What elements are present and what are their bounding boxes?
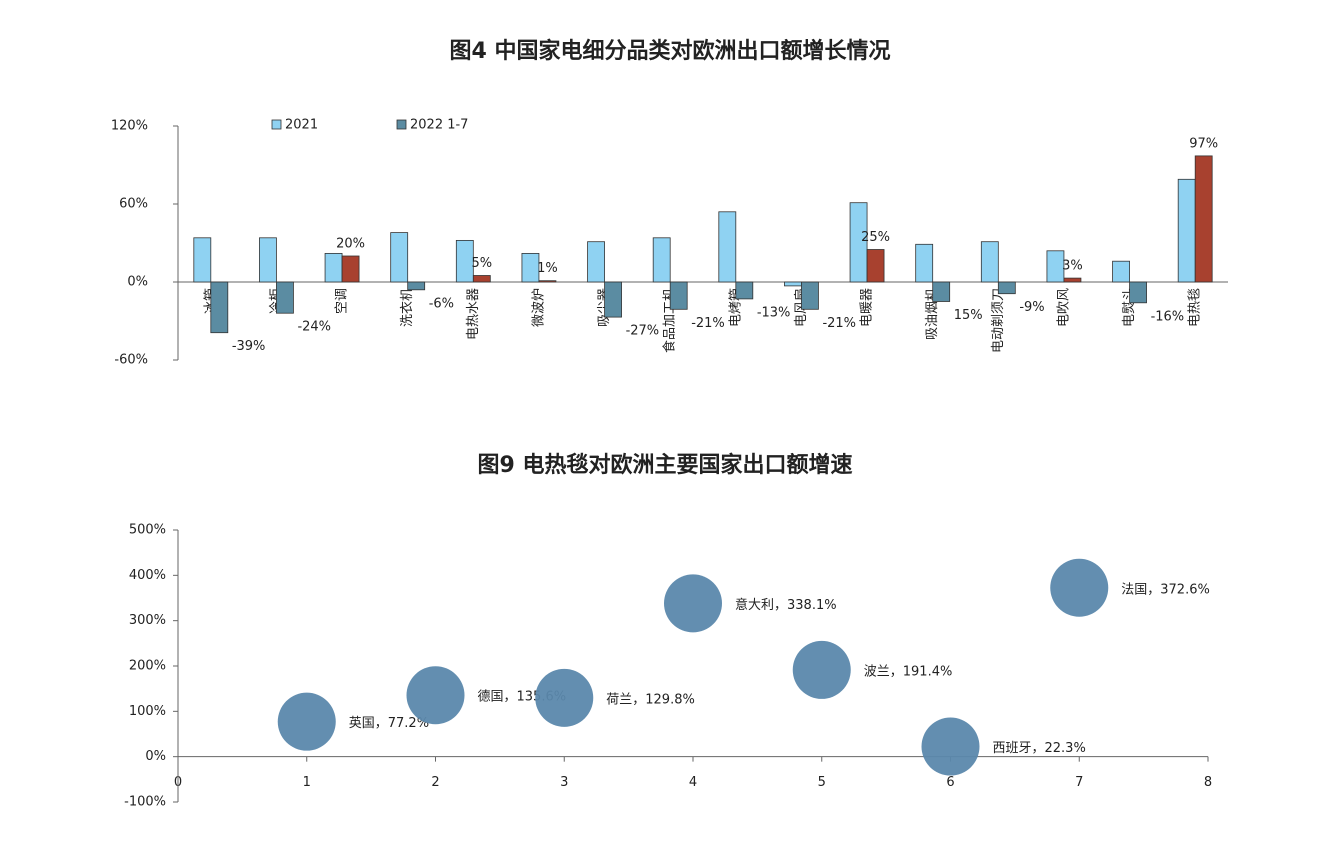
bar xyxy=(849,202,868,283)
bar xyxy=(587,241,605,283)
data-label: -16% xyxy=(1151,309,1185,324)
data-label: 15% xyxy=(954,308,983,323)
data-label: 97% xyxy=(1189,136,1218,151)
data-label: -21% xyxy=(691,316,725,331)
bar xyxy=(259,237,277,283)
y-tick-label: 300% xyxy=(129,613,166,628)
bar xyxy=(1112,260,1130,283)
x-tick-label: 7 xyxy=(1075,775,1083,790)
data-label: -9% xyxy=(1019,300,1044,315)
bar xyxy=(538,280,557,283)
bar xyxy=(980,241,999,283)
bar xyxy=(735,281,754,300)
legend-marker xyxy=(271,119,282,130)
bar xyxy=(915,243,934,283)
bubble xyxy=(406,666,465,725)
x-tick-label: 电动剃须刀 xyxy=(991,288,1006,353)
bar xyxy=(1129,281,1147,304)
bar xyxy=(407,281,426,291)
point-label: 英国，77.2% xyxy=(349,716,429,731)
y-tick-label: -100% xyxy=(124,795,166,810)
bubble xyxy=(921,717,980,776)
x-tick-label: 洗衣机 xyxy=(399,288,415,327)
y-tick-label: 0% xyxy=(127,275,148,290)
x-tick-label: 微波炉 xyxy=(531,288,546,327)
bubble xyxy=(277,692,336,751)
bubble xyxy=(664,574,722,633)
chart-title: 图9 电热毯对欧洲主要国家出口额增速 xyxy=(478,452,853,478)
bar xyxy=(324,252,343,283)
bubble xyxy=(792,640,851,699)
bar xyxy=(341,255,360,283)
data-label: 1% xyxy=(537,261,558,276)
x-tick-label: 电暖器 xyxy=(860,288,875,327)
bar xyxy=(521,252,540,283)
data-label: -39% xyxy=(232,339,266,354)
x-tick-label: 3 xyxy=(560,775,568,790)
bar xyxy=(276,281,294,314)
bar xyxy=(997,281,1016,295)
bar xyxy=(390,232,409,283)
y-tick-label: 0% xyxy=(145,749,166,764)
data-label: 20% xyxy=(336,237,365,252)
bar xyxy=(210,281,229,334)
point-label: 法国，372.6% xyxy=(1121,582,1210,597)
data-label: -6% xyxy=(429,296,454,311)
bar xyxy=(1063,277,1082,283)
bar xyxy=(472,275,491,283)
bubble xyxy=(535,668,594,727)
bar xyxy=(932,281,951,302)
bar xyxy=(455,239,474,283)
chart-title: 图4 中国家电细分品类对欧洲出口额增长情况 xyxy=(450,38,891,64)
x-tick-label: 4 xyxy=(689,775,697,790)
x-tick-label: 6 xyxy=(946,775,954,790)
y-tick-label: 200% xyxy=(129,659,166,674)
bar xyxy=(718,211,737,283)
data-label: 25% xyxy=(861,230,890,245)
bar xyxy=(1046,250,1065,283)
x-tick-label: 2 xyxy=(431,775,439,790)
data-label: 3% xyxy=(1062,259,1083,274)
x-tick-label: 空调 xyxy=(335,288,350,314)
y-tick-label: 120% xyxy=(111,119,148,134)
bar xyxy=(1177,178,1196,283)
data-label: -21% xyxy=(822,316,856,331)
x-tick-label: 5 xyxy=(818,775,826,790)
point-label: 波兰，191.4% xyxy=(864,664,953,679)
bar xyxy=(784,281,802,287)
y-tick-label: -60% xyxy=(114,353,148,368)
bar xyxy=(604,281,622,318)
x-tick-label: 电热水器 xyxy=(466,288,481,340)
data-label: -27% xyxy=(626,324,660,339)
bar xyxy=(866,249,885,283)
x-tick-label: 8 xyxy=(1204,775,1212,790)
data-label: -24% xyxy=(297,320,331,335)
point-label: 西班牙，22.3% xyxy=(993,741,1086,756)
legend-label: 2022 1-7 xyxy=(410,118,468,133)
legend-label: 2021 xyxy=(285,118,318,133)
bar xyxy=(193,237,212,283)
data-label: -13% xyxy=(757,305,791,320)
bar xyxy=(669,281,688,310)
x-tick-label: 电吹风 xyxy=(1056,288,1071,327)
y-tick-label: 500% xyxy=(129,523,166,538)
point-label: 意大利，338.1% xyxy=(735,597,837,613)
bubble xyxy=(1050,558,1109,617)
x-tick-label: 电热毯 xyxy=(1188,288,1203,327)
data-label: 5% xyxy=(472,256,493,271)
bar xyxy=(801,281,819,310)
bar xyxy=(652,237,671,283)
point-label: 荷兰，129.8% xyxy=(606,692,695,707)
y-tick-label: 400% xyxy=(129,568,166,583)
legend-marker xyxy=(396,119,407,130)
y-tick-label: 60% xyxy=(119,197,148,212)
bar xyxy=(1194,155,1213,283)
x-tick-label: 1 xyxy=(303,775,311,790)
y-tick-label: 100% xyxy=(129,704,166,719)
